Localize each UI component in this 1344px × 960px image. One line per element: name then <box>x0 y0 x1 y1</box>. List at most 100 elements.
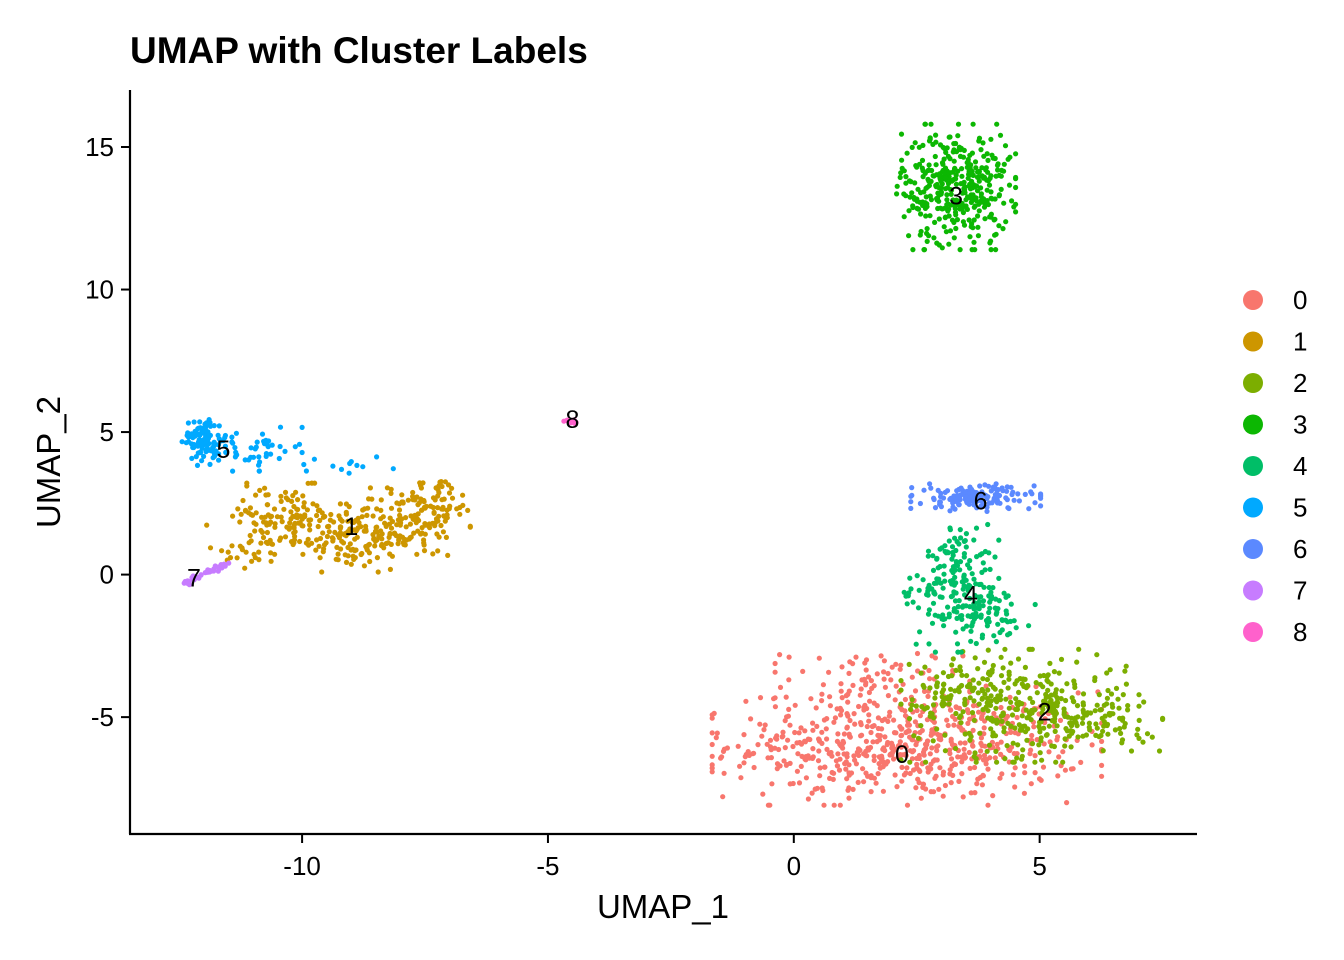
data-point <box>956 689 962 695</box>
data-point <box>932 219 938 225</box>
data-point <box>978 740 984 747</box>
data-point <box>315 507 321 514</box>
data-point <box>282 534 289 540</box>
data-point <box>1013 706 1019 713</box>
data-point <box>934 744 940 750</box>
data-point <box>1010 740 1016 746</box>
data-point <box>998 654 1004 660</box>
legend-label: 4 <box>1293 451 1307 481</box>
data-point <box>949 662 955 668</box>
data-point <box>884 741 890 748</box>
data-point <box>287 525 293 531</box>
data-point <box>741 760 747 766</box>
data-point <box>903 174 909 180</box>
data-point <box>282 448 288 454</box>
data-point <box>745 749 751 755</box>
data-point <box>805 753 811 759</box>
data-point <box>985 169 991 175</box>
data-point <box>863 667 869 673</box>
data-point <box>1024 737 1030 743</box>
data-point <box>1002 143 1009 149</box>
data-point <box>916 587 922 593</box>
data-point <box>1015 702 1021 709</box>
data-point <box>426 522 432 528</box>
data-point <box>953 745 959 752</box>
data-point <box>930 738 936 744</box>
data-point <box>197 419 203 425</box>
data-point <box>774 761 781 767</box>
data-point <box>950 500 956 506</box>
data-point <box>351 556 357 563</box>
data-point <box>751 750 757 756</box>
data-point <box>307 522 313 528</box>
data-point <box>813 705 819 711</box>
data-point <box>930 141 936 147</box>
data-point <box>921 684 927 690</box>
data-point <box>1042 698 1048 704</box>
data-point <box>307 527 313 533</box>
data-point <box>1066 733 1072 739</box>
data-point <box>953 667 959 674</box>
data-point <box>305 536 311 542</box>
data-point <box>1055 773 1061 779</box>
data-point <box>1002 646 1008 652</box>
data-point <box>904 802 911 808</box>
data-point <box>1012 725 1018 731</box>
data-point <box>444 515 450 521</box>
data-point <box>909 674 915 680</box>
data-point <box>957 664 963 670</box>
data-point <box>1026 623 1032 629</box>
data-point <box>925 592 931 598</box>
data-point <box>965 613 971 619</box>
data-point <box>268 519 274 525</box>
data-point <box>850 786 856 793</box>
data-point <box>1021 683 1027 690</box>
data-point <box>959 672 965 678</box>
data-point <box>798 763 804 770</box>
data-point <box>993 639 1000 645</box>
data-point <box>973 640 979 647</box>
data-point <box>1094 702 1100 708</box>
data-point <box>885 670 891 677</box>
data-point <box>216 423 222 429</box>
legend-item-0: 0 <box>1243 285 1307 315</box>
data-point <box>908 706 914 713</box>
data-point <box>917 629 923 635</box>
data-point <box>792 729 798 736</box>
data-point <box>337 530 343 536</box>
data-point <box>1011 497 1017 503</box>
data-point <box>314 512 320 519</box>
data-point <box>262 485 268 491</box>
data-point <box>378 507 384 513</box>
cluster-1-points <box>204 479 473 575</box>
data-point <box>953 629 959 635</box>
data-point <box>856 703 862 710</box>
data-point <box>980 676 986 682</box>
data-point <box>995 167 1001 173</box>
data-point <box>961 574 967 580</box>
data-point <box>222 443 228 449</box>
data-point <box>388 505 395 511</box>
data-point <box>988 693 994 699</box>
data-point <box>977 483 983 489</box>
data-point <box>898 733 904 739</box>
data-point <box>867 698 873 704</box>
x-tick-label: -10 <box>283 851 321 881</box>
data-point <box>1038 738 1044 744</box>
data-point <box>995 693 1001 699</box>
data-point <box>1116 705 1122 711</box>
data-point <box>441 496 447 502</box>
data-point <box>982 567 988 573</box>
data-point <box>951 235 957 241</box>
data-point <box>313 547 319 553</box>
data-point <box>248 445 254 451</box>
data-point <box>988 189 994 195</box>
y-axis-ticks: -5 0 5 10 15 <box>85 132 130 732</box>
data-point <box>972 750 978 756</box>
data-point <box>909 190 915 196</box>
data-point <box>256 454 262 460</box>
data-point <box>972 592 978 599</box>
data-point <box>436 534 442 540</box>
data-point <box>1011 759 1017 765</box>
data-point <box>759 733 765 739</box>
